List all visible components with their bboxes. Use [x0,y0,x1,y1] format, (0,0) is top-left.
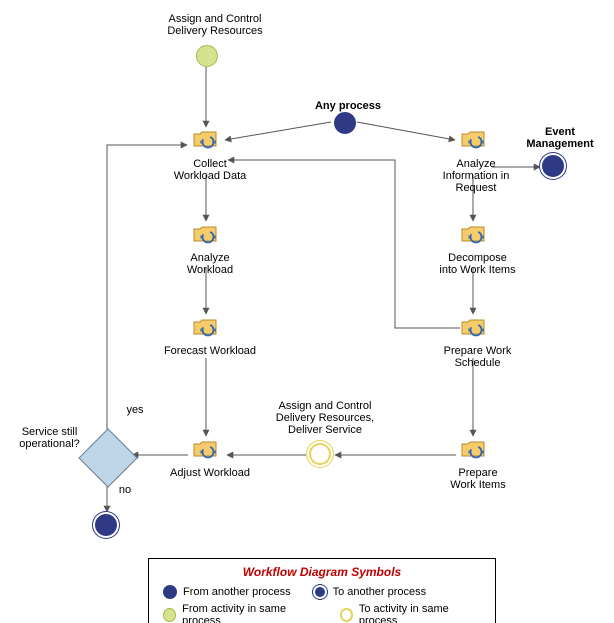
prepitems-label: PrepareWork Items [433,467,523,491]
analyzewl-label: AnalyzeWorkload [160,252,260,276]
collect-task-icon [192,130,220,152]
circle-node [334,112,356,134]
collect-label: CollectWorkload Data [155,158,265,182]
prepsched-label: Prepare WorkSchedule [430,345,525,369]
forecast-task-icon [192,318,220,340]
decompose-label: Decomposeinto Work Items [425,252,530,276]
circle-node [196,45,218,67]
legend-item: From activity in same process [163,603,318,623]
edges-layer [0,0,614,623]
legend-text: To activity in same process [359,603,481,623]
any-process-label: Any process [298,100,398,112]
legend-text: To another process [333,586,427,598]
workflow-diagram: Assign and ControlDelivery Resources Any… [0,0,614,623]
legend-item: From another process [163,585,291,599]
decompose-task-icon [460,225,488,247]
legend-item: To another process [313,585,427,599]
prepSched-task-icon [460,318,488,340]
yes-label: yes [120,404,150,416]
prepItems-task-icon [460,440,488,462]
event-mgmt-label: EventManagement [515,126,605,150]
forecast-label: Forecast Workload [145,345,275,357]
navy-dot-icon [163,585,177,599]
ring-node [309,443,331,465]
start-label: Assign and ControlDelivery Resources [150,13,280,37]
yellow-ring-icon [340,608,353,622]
decision-diamond [78,428,137,487]
analyzeWL-task-icon [192,225,220,247]
ring-node [542,155,564,177]
decision-label: Service stilloperational? [12,426,87,450]
ring-node [95,514,117,536]
lime-dot-icon [163,608,176,622]
legend-text: From another process [183,586,291,598]
analyzereq-label: AnalyzeInformation inRequest [426,158,526,194]
adjust-label: Adjust Workload [150,467,270,479]
analyzeReq-task-icon [460,130,488,152]
legend-title: Workflow Diagram Symbols [163,565,481,579]
mid-connector-label: Assign and ControlDelivery Resources,Del… [260,400,390,436]
legend-item: To activity in same process [340,603,481,623]
legend-box: Workflow Diagram Symbols From another pr… [148,558,496,623]
no-label: no [115,484,135,496]
navy-ring-icon [313,585,327,599]
legend-text: From activity in same process [182,603,317,623]
adjust-task-icon [192,440,220,462]
